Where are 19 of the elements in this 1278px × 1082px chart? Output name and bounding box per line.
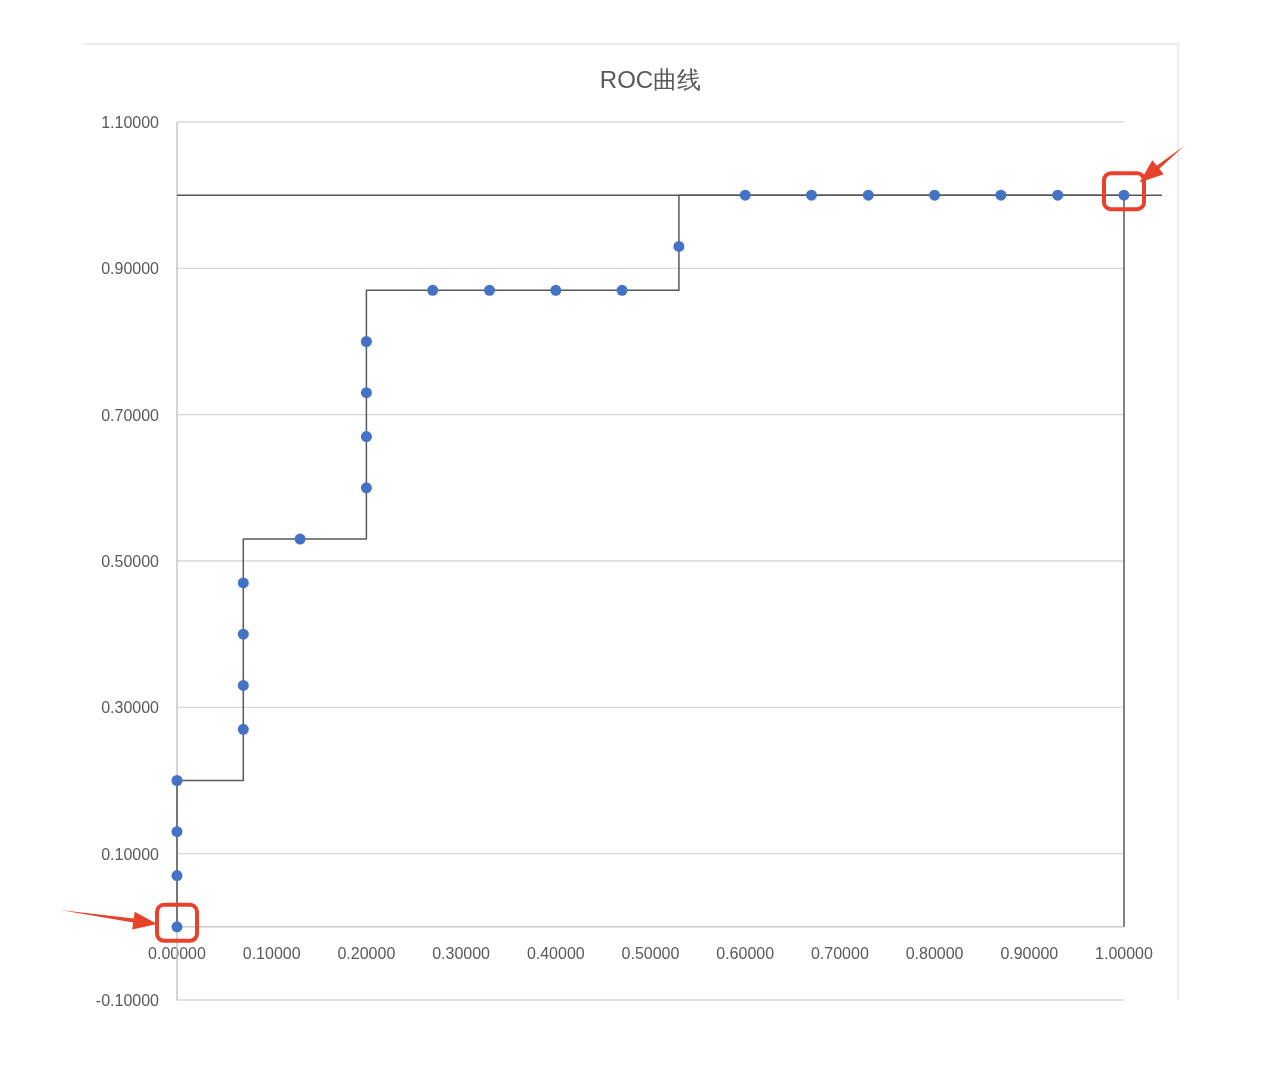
x-tick-label: 0.50000 bbox=[621, 944, 680, 962]
x-tick-label: 0.80000 bbox=[905, 944, 964, 962]
y-tick-label: 0.30000 bbox=[101, 699, 160, 717]
x-tick-label: 0.20000 bbox=[337, 944, 396, 962]
y-tick-label: 0.90000 bbox=[101, 260, 160, 278]
x-tick-label: 0.00000 bbox=[148, 944, 207, 962]
y-tick-label: 0.70000 bbox=[101, 406, 160, 424]
y-tick-label: -0.10000 bbox=[95, 992, 160, 1009]
x-tick-label: 1.00000 bbox=[1095, 944, 1154, 962]
chart-title: ROC曲线 bbox=[599, 66, 702, 93]
y-tick-label: 0.50000 bbox=[101, 553, 160, 570]
y-tick-label: 1.10000 bbox=[101, 114, 160, 131]
x-tick-label: 0.40000 bbox=[526, 944, 585, 962]
x-tick-label: 0.60000 bbox=[716, 944, 775, 962]
y-tick-label: 0.10000 bbox=[101, 845, 160, 863]
x-tick-label: 0.70000 bbox=[810, 944, 869, 962]
x-tick-label: 0.30000 bbox=[432, 944, 491, 962]
x-tick-label: 0.90000 bbox=[1000, 944, 1059, 962]
x-tick-label: 0.10000 bbox=[242, 944, 301, 962]
